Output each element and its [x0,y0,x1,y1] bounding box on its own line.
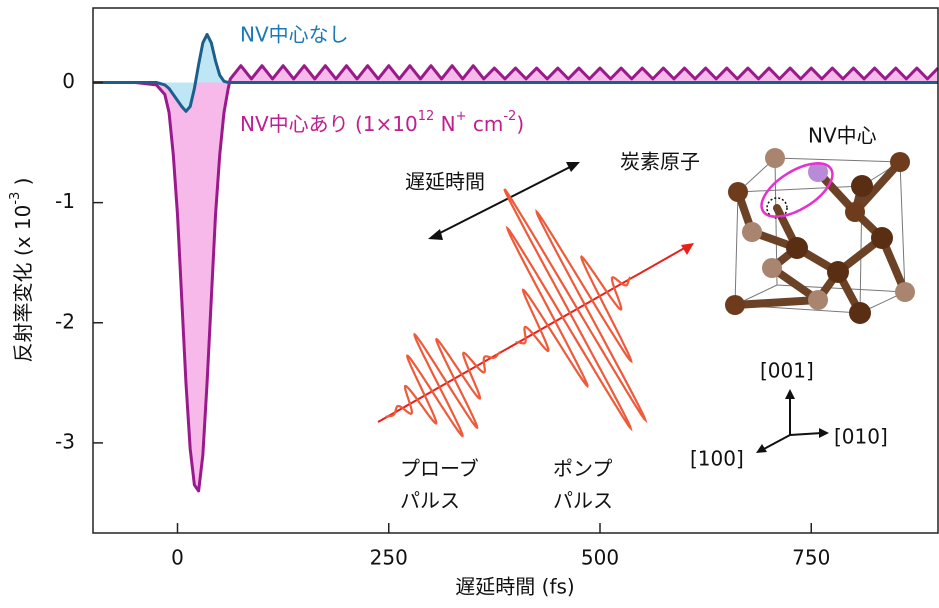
pulse [385,332,501,438]
label-part: 12 [418,109,435,124]
bond [731,296,822,309]
arrow-head [819,428,829,438]
label-part: NV中心あり (1×10 [240,112,418,136]
label-part: ) [516,112,524,136]
inset: 遅延時間 プローブ パルス ポンプ パルス 炭素原子 NV中心 [377,124,915,513]
plot-frame [92,7,939,534]
direction-label: [010] [834,425,888,449]
x-tick-label: 0 [171,546,184,570]
nv-highlight [760,162,834,218]
inset-label: 炭素原子 [620,150,700,174]
arrow-head [785,389,795,399]
axis-010 [789,432,823,436]
nitrogen-atom [808,162,828,182]
label-part: + [456,109,467,124]
arrow-head [428,229,443,240]
plot-area [93,32,939,493]
atoms [725,148,915,324]
inset-label: プローブ [400,457,479,481]
label-part: cm [467,112,504,136]
area [93,65,938,491]
y-tick-label: -3 [55,429,75,453]
label-part: -2 [503,109,516,124]
atom [725,295,745,315]
series-label: NV中心なし [240,23,349,47]
atom [851,175,873,197]
inset-label: NV中心 [808,124,877,148]
atom [786,237,808,259]
arrow-head [681,243,694,255]
inset-label: 遅延時間 [405,170,485,194]
arrow-head [756,444,767,453]
y-tick-label: -1 [55,189,75,213]
line [93,32,938,113]
bond [851,158,904,216]
label-part: -3 [8,192,23,205]
pulse [503,188,648,432]
y-axis-label: 反射率変化 (x 10-3 ) [8,178,35,363]
atom [845,202,865,222]
atom [762,258,782,278]
atom [827,261,849,283]
inset-label: パルス [553,489,613,513]
series-label: NV中心あり (1×1012 N+ cm-2) [240,109,524,136]
x-tick-label: 750 [792,546,830,570]
x-axis-label: 遅延時間 (fs) [455,575,574,599]
axis-100 [761,434,791,451]
atom [765,148,785,168]
y-tick-label: -2 [55,309,75,333]
atom [728,182,748,202]
label-part: N [434,112,455,136]
atom [742,222,762,242]
label-part: ) [11,178,35,192]
x-tick-label: 500 [581,546,619,570]
y-tick-label: 0 [62,69,75,93]
label-part: 反射率変化 (x 10 [11,205,35,363]
atom [895,282,915,302]
direction-axes [761,396,823,451]
x-tick-label: 250 [370,546,408,570]
inset-label: ポンプ [553,457,612,481]
direction-label: [001] [760,359,814,383]
atom [849,302,871,324]
line [93,64,939,493]
delay-arrow [435,165,573,236]
vacancy [766,197,788,219]
direction-label: [100] [690,447,744,471]
atom [808,290,828,310]
atom [890,152,910,172]
arrow-head [566,162,580,172]
inset-label: パルス [400,489,460,513]
atom [871,227,893,249]
